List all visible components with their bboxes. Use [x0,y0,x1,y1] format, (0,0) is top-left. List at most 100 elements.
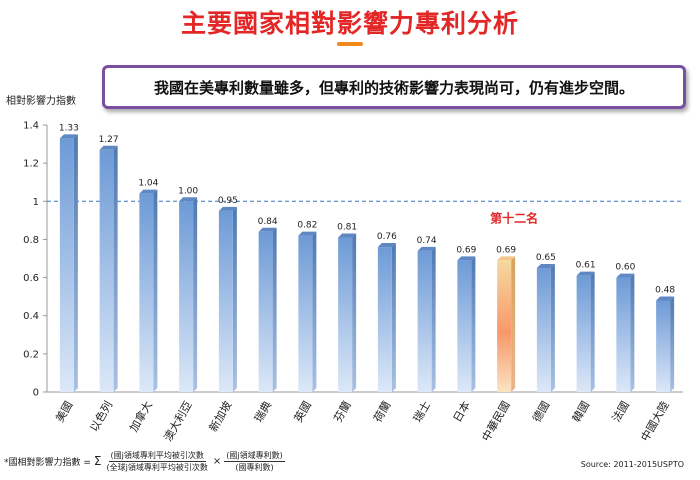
formula-label: *國相對影響力指數 = [4,457,91,468]
category-label: 中華民國 [479,399,512,444]
y-tick-label: 0.4 [23,311,39,322]
category-label: 韓國 [570,399,592,425]
bar-front [139,193,154,392]
value-label: 0.84 [258,217,278,227]
bar-side [153,189,158,392]
bar-top [536,264,555,269]
formula-fraction-citations-denominator: (全球j領域專利平均被引次數 [106,462,208,472]
category-label: 英國 [291,399,314,425]
bar-top [179,197,198,202]
category-label: 德國 [529,399,552,425]
bar-side [232,206,237,392]
bar-top [576,271,595,276]
bar-front [536,268,551,392]
y-tick-label: 1.4 [23,121,39,132]
source-note: Source: 2011-2015USPTO [580,460,684,469]
value-label: 0.48 [655,285,675,295]
bar-front [99,149,114,392]
bar-top [139,189,158,194]
bar-side [590,271,595,392]
bar [298,231,317,392]
formula-footnote: *國相對影響力指數 = Σ (國j領域專利平均被引次數 (全球j領域專利平均被引… [4,448,285,474]
bar-side [431,246,436,392]
bar [616,273,635,392]
value-label: 0.76 [377,232,397,242]
title-underline [337,42,363,46]
bar [139,189,158,392]
bar-side [670,296,675,392]
bar-top [377,243,396,248]
y-tick-label: 0.6 [23,273,39,284]
bar-top [656,296,675,301]
bar-front [497,260,512,392]
bar-side [630,273,635,392]
bar-front [59,138,74,392]
formula-fraction-patents-denominator: (國專利數) [235,462,274,472]
bar-top [338,233,357,238]
bar-front [258,231,273,392]
formula-sigma: Σ [93,454,102,468]
bar [218,206,237,392]
value-label: 0.65 [536,253,556,263]
y-tick-label: 0.8 [23,235,39,246]
category-label: 瑞士 [410,399,433,425]
bar-side [352,233,357,392]
bar-side [272,227,277,392]
bar-front [457,260,472,392]
value-label: 0.81 [337,223,357,233]
bar-side [193,197,198,392]
bar [656,296,675,392]
value-label: 0.74 [417,236,437,246]
bar [99,145,118,392]
bar-top [59,134,78,139]
category-label: 中國大陸 [638,399,672,444]
value-label: 0.69 [456,245,476,255]
y-tick-label: 1 [33,197,39,208]
bar [338,233,357,392]
category-label: 法國 [609,399,632,425]
bar-top [497,256,516,261]
bar-front [576,275,591,392]
bar-front [616,277,631,392]
bar-front [417,250,432,392]
bar-highlight [497,256,516,392]
category-label: 美國 [53,399,75,425]
value-label: 1.04 [138,179,158,189]
formula-fraction-citations: (國j領域專利平均被引次數 (全球j領域專利平均被引次數 [105,450,210,473]
category-label: 荷蘭 [371,399,393,425]
value-label: 0.60 [615,263,635,273]
y-axis-title: 相對影響力指數 [6,96,76,107]
value-label: 1.00 [178,186,198,196]
category-label: 以色列 [87,399,116,435]
category-label: 芬蘭 [331,399,353,425]
formula-fraction-patents: (國j領域專利數) (國專利數) [224,450,285,473]
formula-times: × [212,455,222,467]
bar-top [258,227,277,232]
bar-top [616,273,635,278]
bar [457,256,476,392]
bar-top [99,145,118,150]
bar-side [391,243,396,392]
bar-front [338,237,353,392]
bar-top [417,246,436,251]
bar [258,227,277,392]
value-label: 0.69 [496,245,516,255]
formula-fraction-patents-numerator: (國j領域專利數) [224,450,285,462]
value-label: 1.33 [59,123,79,133]
page-title: 主要國家相對影響力專利分析 [180,9,519,38]
bar-front [179,201,194,392]
bar [377,243,396,392]
bar [417,246,436,392]
bar-front [298,235,313,392]
bar-front [656,300,671,392]
summary-callout: 我國在美專利數量雖多，但專利的技術影響力表現尚可，仍有進步空間。 [102,65,686,109]
summary-text: 我國在美專利數量雖多，但專利的技術影響力表現尚可，仍有進步空間。 [153,78,634,97]
bar-side [113,145,118,392]
bar-top [298,231,317,236]
bar-side [511,256,516,392]
bar-side [73,134,78,392]
bar [536,264,555,392]
value-label: 1.27 [99,135,119,145]
formula-fraction-citations-numerator: (國j領域專利平均被引次數 [108,450,206,462]
bar-front [218,210,233,392]
